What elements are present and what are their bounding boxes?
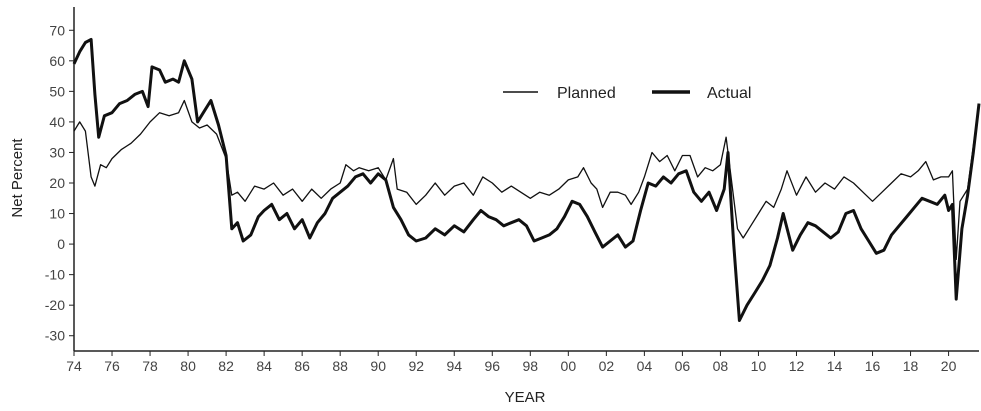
y-axis-title: Net Percent: [9, 138, 26, 218]
x-tick-label: 90: [370, 358, 386, 374]
series-line-actual: [72, 37, 981, 322]
y-tick-label: 50: [49, 83, 65, 99]
y-tick-label: 40: [49, 114, 65, 130]
y-tick-label: 10: [49, 206, 65, 222]
x-tick-label: 02: [599, 358, 615, 374]
y-tick-label: 0: [57, 236, 65, 252]
x-tick-label: 08: [713, 358, 729, 374]
x-axis-title: YEAR: [505, 389, 546, 406]
x-tick-label: 86: [294, 358, 310, 374]
x-tick-label: 04: [637, 358, 653, 374]
x-tick-label: 92: [408, 358, 424, 374]
y-tick-label: -10: [45, 267, 65, 283]
x-tick-label: 06: [675, 358, 691, 374]
x-tick-label: 76: [104, 358, 120, 374]
y-axis-ticks: -30 -20 -10 0 10 20 30 40 50 60 70: [45, 22, 74, 344]
x-axis-ticks: 74 76 78 80 82 84 86 88 90 92 94 96 98 00 02 04 06 08 10 12…: [66, 351, 957, 374]
x-tick-label: 10: [751, 358, 767, 374]
y-tick-label: 70: [49, 22, 65, 38]
x-tick-label: 84: [256, 358, 272, 374]
x-tick-label: 78: [142, 358, 158, 374]
legend-label-actual: Actual: [707, 85, 751, 102]
x-tick-label: 80: [180, 358, 196, 374]
legend: Planned Actual: [503, 85, 751, 102]
y-tick-label: 60: [49, 53, 65, 69]
x-tick-label: 82: [218, 358, 234, 374]
y-tick-label: 20: [49, 175, 65, 191]
x-tick-label: 98: [523, 358, 539, 374]
x-tick-label: 12: [789, 358, 805, 374]
y-tick-label: 30: [49, 144, 65, 160]
series-layer: [72, 37, 981, 322]
x-tick-label: 74: [66, 358, 82, 374]
x-tick-label: 16: [865, 358, 881, 374]
x-tick-label: 94: [446, 358, 462, 374]
y-tick-label: -20: [45, 297, 65, 313]
y-tick-label: -30: [45, 328, 65, 344]
x-tick-label: 20: [941, 358, 957, 374]
x-tick-label: 00: [561, 358, 577, 374]
x-tick-label: 88: [332, 358, 348, 374]
x-tick-label: 18: [903, 358, 919, 374]
x-tick-label: 14: [827, 358, 843, 374]
series-line-planned: [73, 99, 980, 261]
x-tick-label: 96: [484, 358, 500, 374]
legend-label-planned: Planned: [557, 85, 616, 102]
